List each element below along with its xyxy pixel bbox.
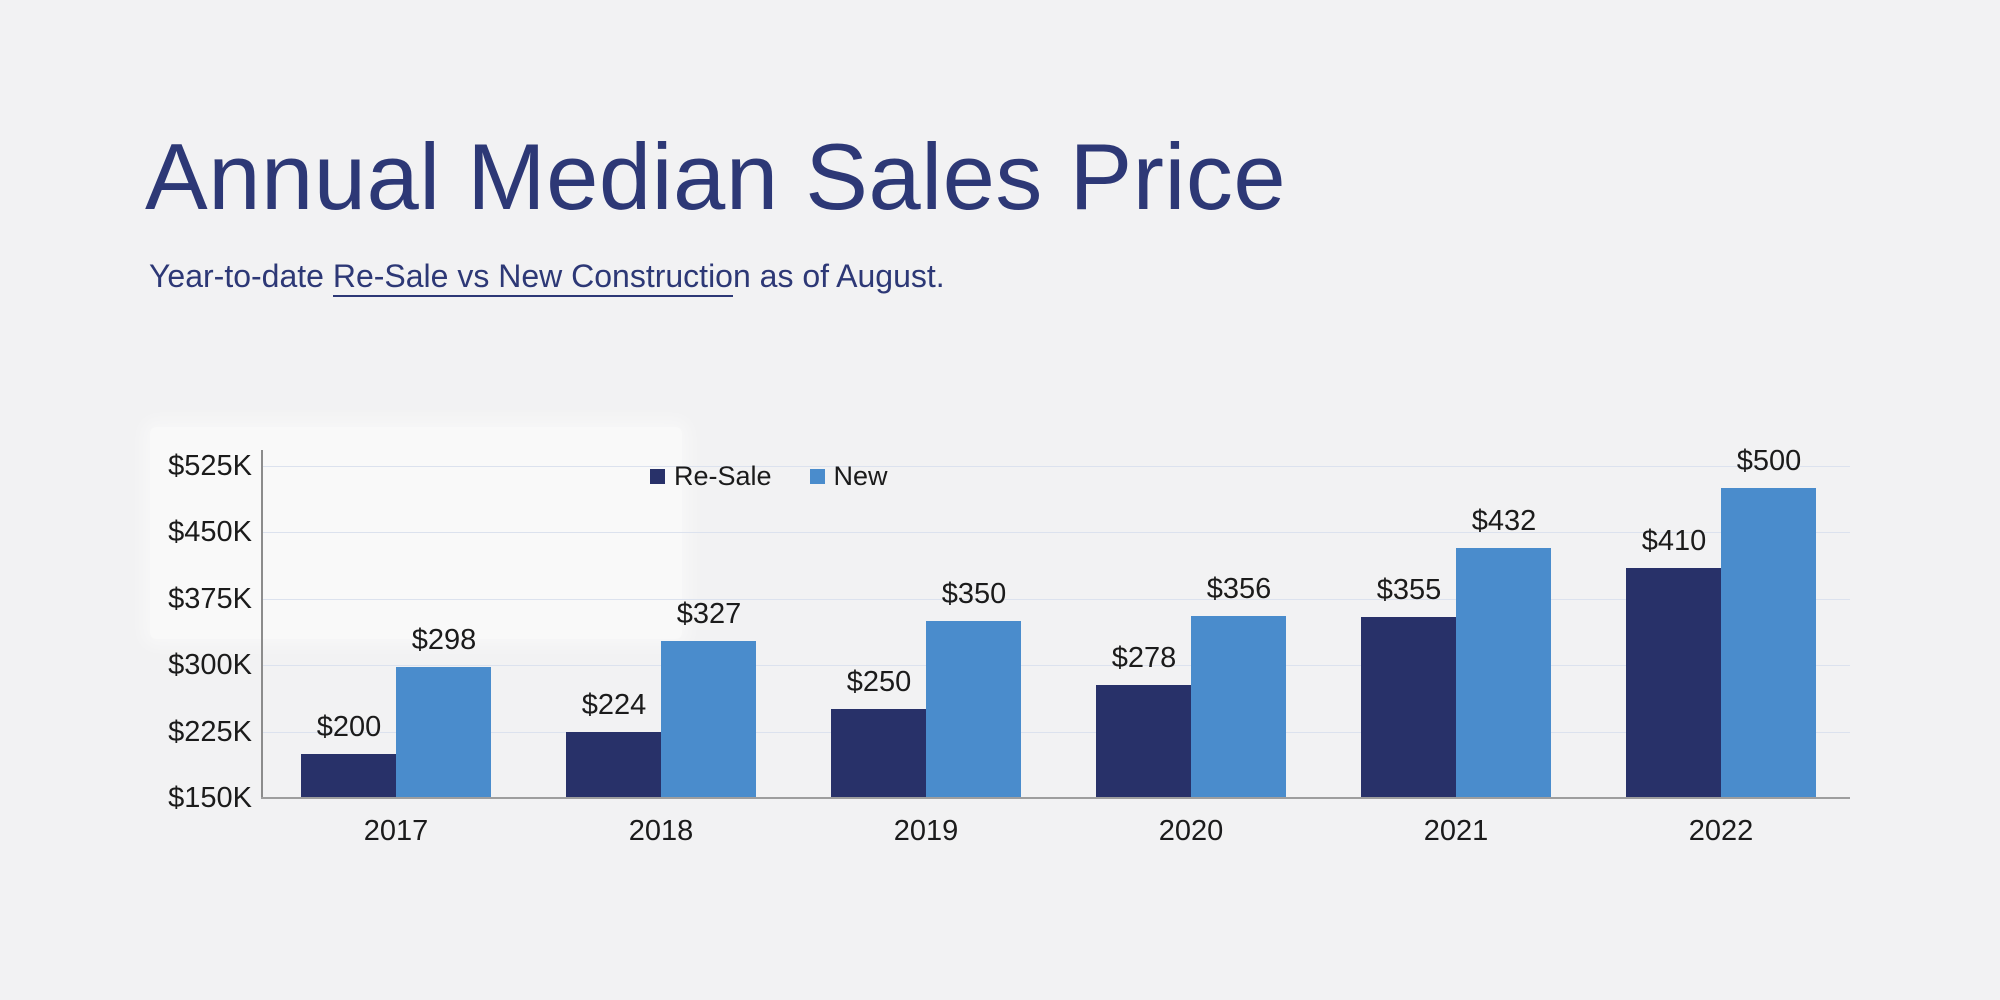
new-value-label-2017: $298 (411, 624, 477, 656)
resale-bar-2022 (1626, 568, 1721, 798)
y-axis-label: $225K (168, 716, 252, 748)
x-axis-line (261, 797, 1850, 799)
new-value-label-2019: $350 (941, 578, 1007, 610)
new-bar-2021 (1456, 548, 1551, 798)
resale-value-label-2022: $410 (1641, 525, 1707, 557)
subtitle-suffix: n as of August. (732, 258, 945, 294)
y-axis-label: $450K (168, 516, 252, 548)
resale-value-label-2019: $250 (846, 666, 912, 698)
new-bar-2020 (1191, 616, 1286, 798)
new-value-label-2018: $327 (676, 598, 742, 630)
y-axis-label: $525K (168, 450, 252, 482)
y-axis-label: $375K (168, 583, 252, 615)
legend-swatch-icon (809, 469, 825, 484)
resale-value-label-2021: $355 (1376, 574, 1442, 606)
legend-swatch-icon (650, 469, 665, 484)
x-axis-label-2022: 2022 (1688, 815, 1754, 847)
resale-bar-2019 (831, 709, 926, 798)
x-axis-label-2017: 2017 (363, 815, 429, 847)
legend-item-new: New (809, 461, 888, 492)
legend-label: New (833, 461, 888, 491)
x-axis-label-2018: 2018 (628, 815, 694, 847)
subtitle-link[interactable]: Re-Sale vs New Constructio (332, 258, 733, 297)
new-bar-2018 (661, 641, 756, 798)
new-bar-2019 (926, 621, 1021, 798)
gridline (263, 532, 1850, 533)
new-value-label-2020: $356 (1206, 573, 1272, 605)
new-bar-2017 (396, 667, 491, 798)
subtitle-prefix: Year-to-date (149, 258, 333, 294)
gridline (263, 466, 1850, 467)
resale-value-label-2020: $278 (1111, 642, 1177, 674)
resale-bar-2018 (566, 732, 661, 798)
gridline (263, 732, 1850, 733)
highlight-overlay (150, 427, 682, 639)
legend-item-resale: Re-Sale (650, 461, 772, 492)
y-axis-line (261, 450, 263, 799)
resale-bar-2017 (301, 754, 396, 798)
x-axis-label-2020: 2020 (1158, 815, 1224, 847)
y-axis-label: $150K (168, 782, 252, 814)
x-axis-label-2019: 2019 (893, 815, 959, 847)
chart-legend: Re-Sale New (650, 461, 888, 492)
y-axis-label: $300K (168, 649, 252, 681)
new-value-label-2022: $500 (1736, 445, 1802, 477)
page-title: Annual Median Sales Price (145, 124, 1287, 229)
legend-label: Re-Sale (674, 461, 772, 491)
resale-value-label-2017: $200 (316, 711, 382, 743)
x-axis-label-2021: 2021 (1423, 815, 1489, 847)
resale-bar-2020 (1096, 685, 1191, 798)
resale-bar-2021 (1361, 617, 1456, 798)
new-value-label-2021: $432 (1471, 505, 1537, 537)
gridline (263, 665, 1850, 666)
new-bar-2022 (1721, 488, 1816, 798)
gridline (263, 599, 1850, 600)
page-subtitle: Year-to-date Re-Sale vs New Construction… (149, 258, 945, 297)
resale-value-label-2018: $224 (581, 689, 647, 721)
